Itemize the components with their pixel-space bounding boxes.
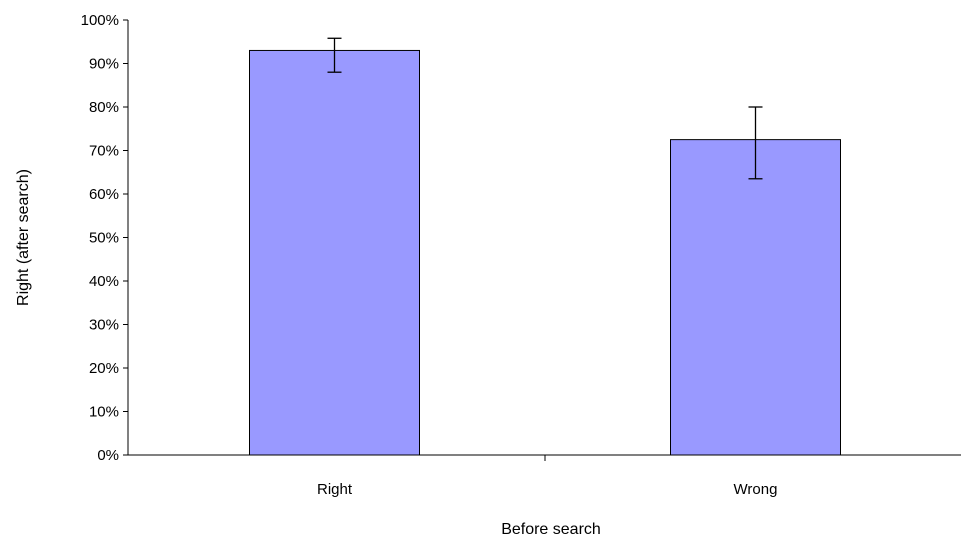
x-tick-label-wrong: Wrong: [734, 481, 778, 498]
y-tick-label: 10%: [89, 404, 119, 421]
bar-right: [249, 49, 420, 456]
y-tick-label: 20%: [89, 360, 119, 377]
y-tick-label: 50%: [89, 230, 119, 247]
y-tick-label: 80%: [89, 99, 119, 116]
y-tick-label: 60%: [89, 186, 119, 203]
x-tick-label-right: Right: [317, 481, 353, 498]
y-tick-label: 40%: [89, 273, 119, 290]
bar-wrong: [670, 139, 841, 456]
y-tick-label: 0%: [97, 447, 119, 464]
y-tick-label: 100%: [81, 12, 119, 29]
y-axis-title: Right (after search): [15, 169, 32, 306]
y-tick-label: 30%: [89, 317, 119, 334]
error-bars: [327, 37, 763, 180]
y-tick-label: 90%: [89, 56, 119, 73]
y-axis-ticks: 0% 10% 20% 30% 40% 50% 60% 70% 80% 90% 100%: [81, 12, 128, 464]
bars: [249, 49, 841, 456]
x-axis-ticks: Right Wrong: [317, 455, 777, 498]
x-axis-title: Before search: [501, 521, 601, 538]
y-tick-label: 70%: [89, 143, 119, 160]
